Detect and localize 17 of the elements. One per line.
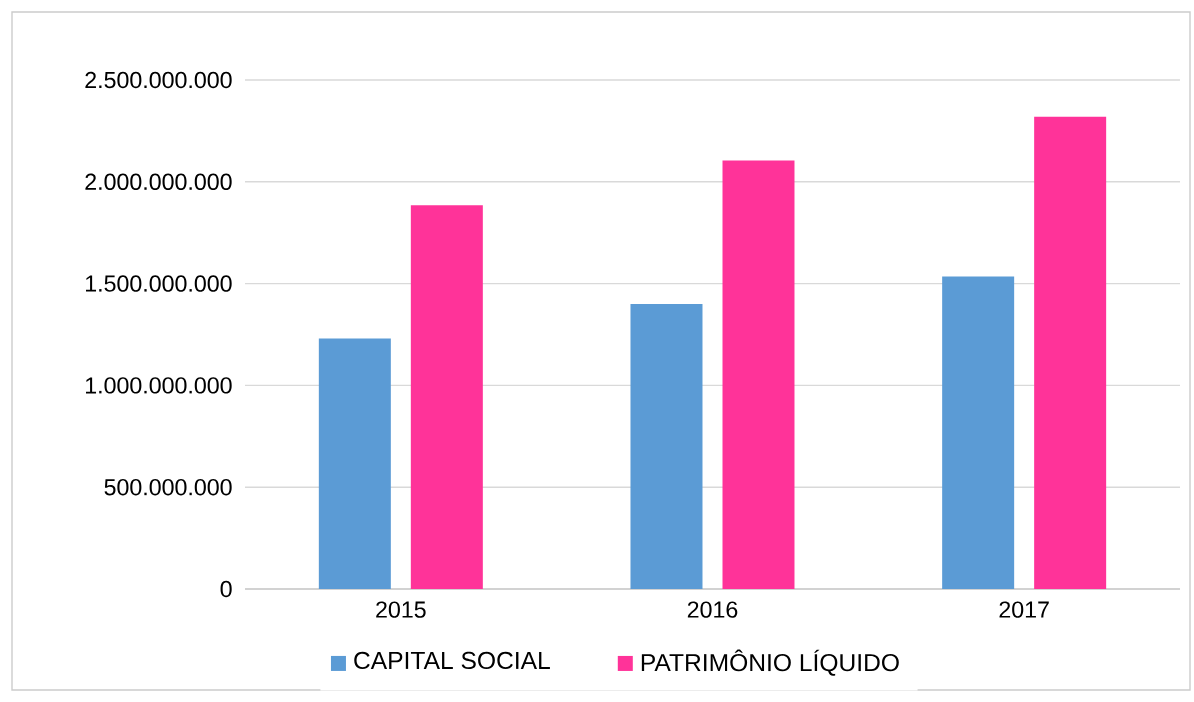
- y-tick-label: 500.000.000: [104, 478, 232, 496]
- bar: [410, 205, 483, 589]
- y-tick-label: 2.500.000.000: [85, 71, 232, 89]
- bar: [942, 276, 1015, 589]
- legend-label: CAPITAL SOCIAL: [354, 651, 550, 670]
- bar: [318, 338, 391, 589]
- x-tick-label: 2016: [687, 601, 738, 618]
- y-tick-label: 1.500.000.000: [86, 275, 232, 292]
- bar: [630, 303, 703, 589]
- legend-label: PATRIMÔNIO LÍQUIDO: [641, 649, 899, 676]
- y-tick-label: 1.000.000.000: [86, 377, 232, 394]
- bar: [1034, 116, 1107, 589]
- y-tick-label: 2.000.000.000: [85, 173, 232, 190]
- bar: [722, 160, 795, 589]
- y-tick-label: 0: [220, 580, 232, 598]
- x-tick-label: 2015: [376, 601, 426, 618]
- x-tick-label: 2017: [999, 601, 1049, 618]
